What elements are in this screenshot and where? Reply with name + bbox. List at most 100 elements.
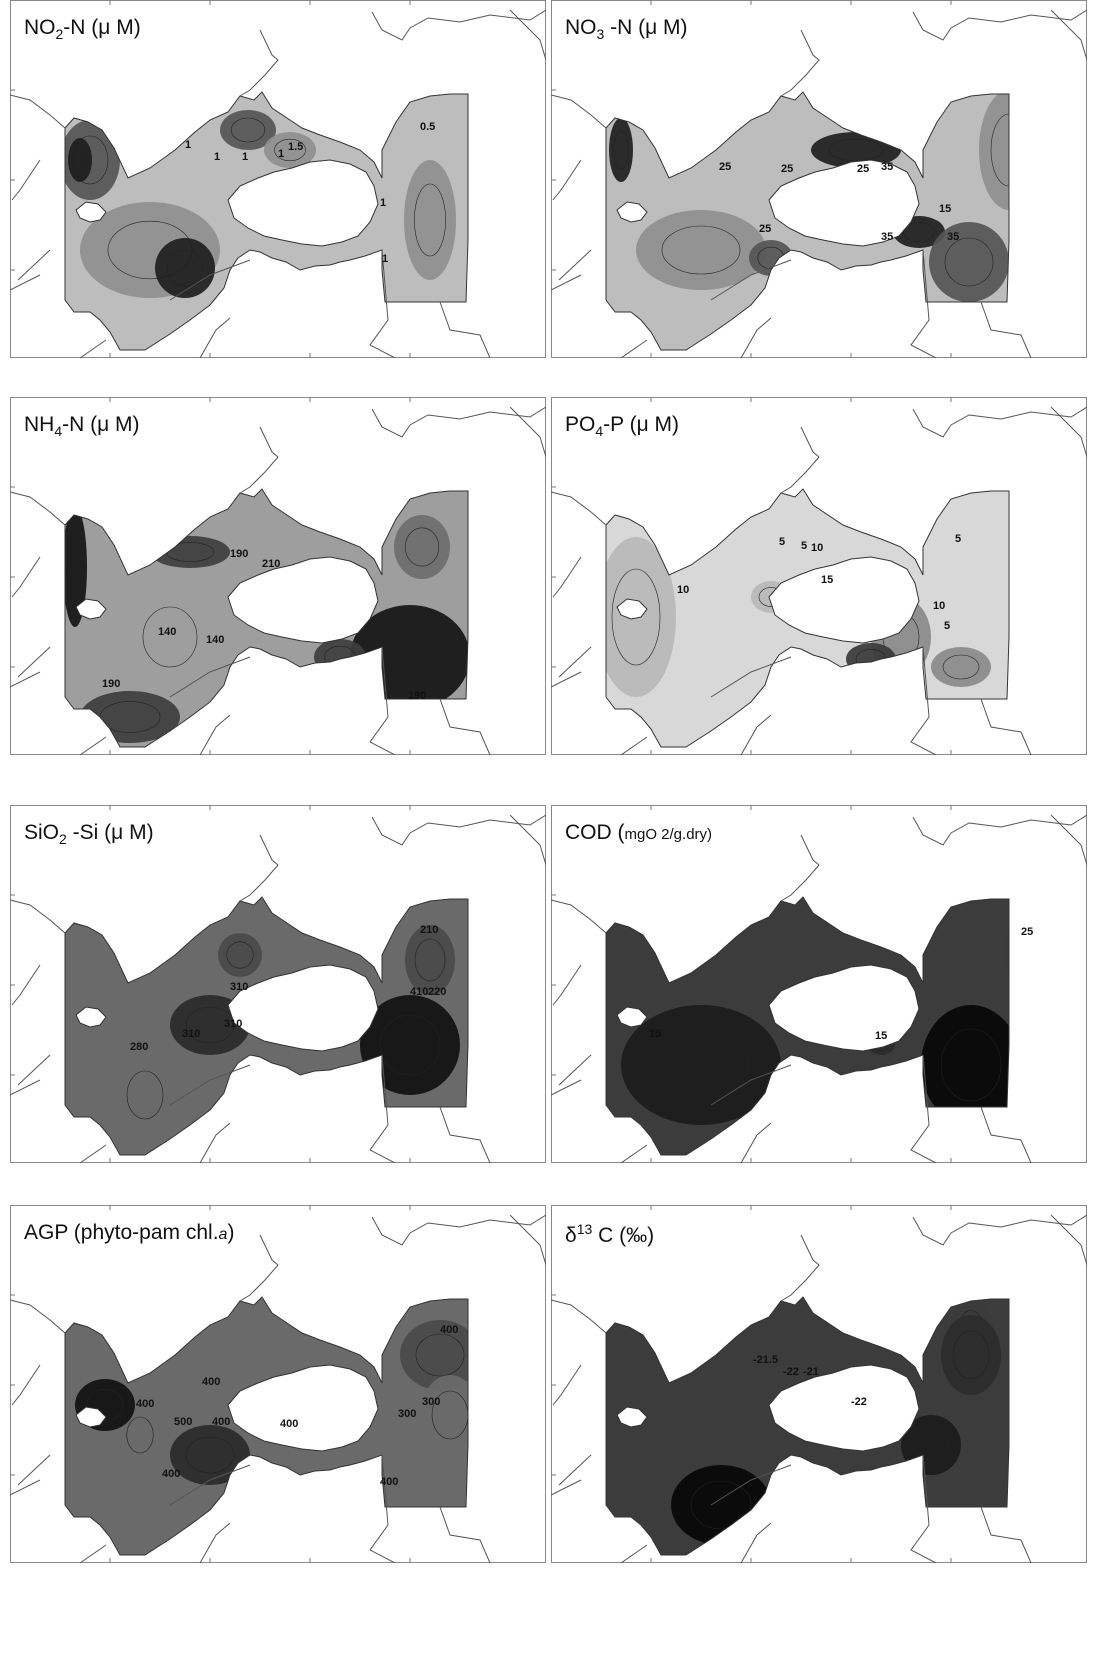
contour-label: 310 <box>230 981 248 993</box>
panel-po4: 5 5 10 10 10 5 15 5 PO4-P (μ M) <box>551 397 1087 755</box>
contour-label: 140 <box>206 634 224 646</box>
coastline <box>551 491 607 526</box>
coastline <box>912 1214 1087 1246</box>
shoreline <box>64 488 469 748</box>
contour-label: 35 <box>881 231 893 243</box>
contour-line <box>86 1389 124 1421</box>
coastline <box>740 1522 772 1563</box>
contour-line <box>415 1333 465 1377</box>
panel-agp: 400 400 400 400 400 300 500 400 400 300 AGP (phyt… <box>10 1205 546 1563</box>
coastline <box>1050 814 1087 866</box>
contour-label: 300 <box>422 1396 440 1408</box>
contour-line <box>72 146 88 174</box>
contour-label: 5 <box>944 620 950 632</box>
panel-title-po4: PO4-P (μ M) <box>565 413 680 440</box>
contour-zone <box>220 110 276 150</box>
coastline <box>11 556 41 598</box>
coastline <box>552 159 582 201</box>
coastline <box>199 1122 231 1163</box>
contour-zone <box>218 933 262 977</box>
contour-line <box>230 117 266 143</box>
panel-d13c: -21.5 -22 -21 -22 δ13 C (‰) <box>551 1205 1087 1563</box>
coastline <box>10 274 41 291</box>
contour-line <box>661 225 741 275</box>
shoreline <box>64 896 469 1156</box>
contour-line <box>226 941 254 969</box>
map-nh4: 190 190 140 140 210 190 <box>10 397 546 755</box>
coastline <box>912 814 1087 846</box>
coastline <box>11 1364 41 1406</box>
contour-zone <box>931 647 991 687</box>
coastline <box>199 1522 231 1563</box>
coastline <box>371 406 546 438</box>
map-po4: 5 5 10 10 10 5 15 5 <box>551 397 1087 755</box>
coastline <box>239 426 279 494</box>
panel-title-no3: NO3 -N (μ M) <box>565 16 688 43</box>
contour-line <box>126 1070 164 1120</box>
contour-line <box>404 527 440 567</box>
coastline <box>439 1106 491 1163</box>
contour-label: 10 <box>677 584 689 596</box>
contour-label: 210 <box>420 924 438 936</box>
small-island <box>616 598 648 620</box>
contour-label: 190 <box>102 678 120 690</box>
coastline <box>10 491 66 526</box>
contour-label: 400 <box>212 1416 230 1428</box>
coastline <box>17 1454 51 1486</box>
contour-label: 190 <box>408 690 426 702</box>
coastline <box>239 1234 279 1302</box>
contour-label: 25 <box>781 163 793 175</box>
island <box>227 1364 379 1452</box>
coastline <box>980 698 1032 755</box>
contour-zone <box>115 1055 175 1135</box>
coastline <box>980 1506 1032 1563</box>
contour-line <box>611 568 661 666</box>
panel-title-sio2: SiO2 -Si (μ M) <box>24 821 154 848</box>
contour-zone <box>405 925 455 995</box>
contour-label: 280 <box>130 1041 148 1053</box>
contour-line <box>903 222 935 242</box>
coastline <box>169 1064 251 1106</box>
contour-line <box>126 1416 154 1454</box>
contour-label: 1 <box>380 197 386 209</box>
contour-zone <box>360 995 460 1095</box>
map-no2: 1 1 1 1 1.5 0.5 1 1 <box>10 0 546 358</box>
contour-line <box>414 183 446 257</box>
shoreline <box>605 91 1010 351</box>
coastline <box>710 1064 792 1106</box>
contour-line <box>912 1426 950 1464</box>
contour-zone <box>155 238 215 298</box>
contour-label: 5 <box>801 540 807 552</box>
contour-label: 25 <box>1021 926 1033 938</box>
coastline <box>509 1214 546 1266</box>
contour-line <box>944 237 994 287</box>
contour-zone <box>921 1005 1009 1125</box>
contour-line <box>690 1480 752 1530</box>
contour-line <box>274 138 306 162</box>
coastline <box>79 1544 107 1563</box>
contour-zone <box>394 515 450 579</box>
coastline <box>558 249 592 281</box>
coastline <box>780 29 820 97</box>
coastline <box>912 406 1087 438</box>
coastline <box>558 646 592 678</box>
contour-label: 310 <box>224 1018 242 1030</box>
coastline <box>740 714 772 755</box>
map-cod: 25 15 15 <box>551 805 1087 1163</box>
contour-line <box>828 138 884 162</box>
coastline <box>439 301 491 358</box>
contour-line <box>613 130 629 170</box>
contour-label: 140 <box>158 626 176 638</box>
coastline <box>79 339 107 358</box>
coastline <box>910 646 937 755</box>
contour-label: 10 <box>811 542 823 554</box>
contour-label: -22 <box>783 1366 799 1378</box>
contour-label: 220 <box>428 986 446 998</box>
coastline <box>551 1299 607 1334</box>
contour-zone <box>636 210 766 290</box>
coastline <box>558 1454 592 1486</box>
coastline <box>10 1299 66 1334</box>
coastline <box>552 1364 582 1406</box>
coastline <box>199 317 231 358</box>
coastline <box>551 1079 582 1096</box>
